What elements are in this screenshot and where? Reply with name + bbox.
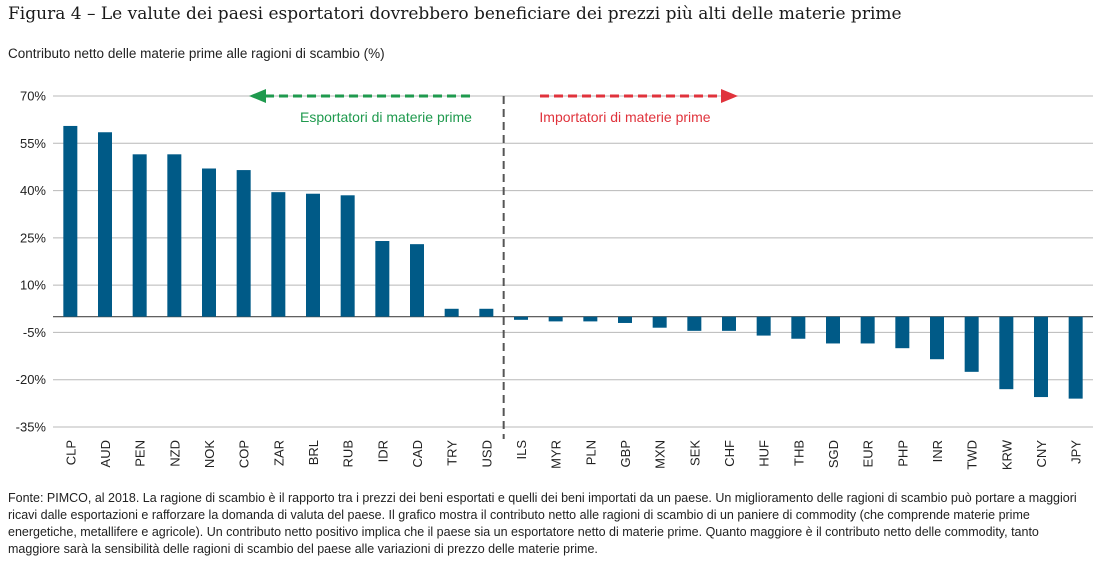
bar-ils [514, 316, 528, 320]
bar-try [444, 308, 459, 317]
x-tick-label: IDR [375, 440, 390, 462]
bar-inr [930, 316, 944, 360]
bar-eur [860, 316, 875, 344]
x-tick-label: NOK [202, 440, 217, 469]
x-tick-label: PLN [583, 440, 598, 465]
y-tick-label: 25% [20, 230, 46, 245]
y-tick-label: -5% [23, 325, 47, 340]
x-tick-label: INR [930, 440, 945, 462]
bar-cop [236, 170, 251, 317]
category-labels: CLP AUD PEN NZD NOK COP ZAR BRL RUB IDR CAD TRY USD I… [63, 439, 1083, 470]
footnote: Fonte: PIMCO, al 2018. La ragione di sca… [8, 491, 1077, 556]
x-tick-label: CLP [63, 440, 78, 465]
x-tick-label: TRY [445, 440, 460, 466]
annotations: Esportatori di materie prime Importatori … [249, 89, 738, 439]
x-tick-label: PEN [133, 440, 148, 467]
bar-twd [964, 316, 979, 372]
bar-gbp [618, 316, 632, 323]
bar-idr [375, 241, 390, 317]
bar-chart: 70% 55% 40% 25% 10% -5% -20% -35% CLP AUD PEN NZD N… [16, 89, 1093, 470]
bars [63, 125, 1083, 399]
bar-sek [687, 316, 702, 331]
bar-cad [410, 244, 424, 317]
x-tick-label: BRL [306, 440, 321, 465]
bar-sgd [826, 316, 840, 344]
bar-mxn [652, 316, 667, 328]
y-axis-title: Contributo netto delle materie prime all… [8, 46, 385, 61]
bar-thb [791, 316, 806, 339]
x-tick-label: GBP [618, 440, 633, 467]
x-tick-label: THB [791, 440, 806, 466]
importer-arrow-head [721, 89, 738, 103]
x-tick-label: RUB [341, 440, 356, 467]
chart-title: Figura 4 – Le valute dei paesi esportato… [8, 4, 902, 24]
x-tick-label: EUR [861, 440, 876, 467]
x-tick-label: SGD [826, 440, 841, 468]
bar-aud [98, 132, 112, 317]
y-tick-label: 10% [20, 278, 46, 293]
bar-rub [340, 195, 355, 317]
x-tick-label: ZAR [271, 440, 286, 466]
x-tick-label: KRW [999, 439, 1014, 470]
bar-cny [1034, 316, 1048, 398]
x-tick-label: ILS [514, 440, 529, 460]
bar-php [895, 316, 910, 349]
bar-chf [722, 316, 736, 331]
x-tick-label: JPY [1069, 440, 1084, 464]
x-tick-label: MXN [653, 440, 668, 469]
bar-myr [548, 316, 563, 322]
x-tick-label: TWD [965, 440, 980, 470]
exporter-label: Esportatori di materie prime [300, 109, 472, 125]
x-tick-label: NZD [167, 440, 182, 467]
y-tick-label: -20% [16, 372, 47, 387]
x-tick-label: CHF [722, 440, 737, 467]
x-tick-label: USD [479, 440, 494, 467]
bar-brl [306, 193, 320, 317]
x-tick-label: SEK [687, 440, 702, 466]
y-tick-label: 70% [20, 89, 46, 104]
x-tick-label: PHP [895, 440, 910, 467]
bar-nzd [167, 154, 182, 317]
bar-zar [271, 192, 286, 317]
y-tick-label: 55% [20, 136, 46, 151]
bar-pln [583, 316, 598, 322]
bar-nok [202, 168, 216, 317]
bar-huf [756, 316, 771, 336]
bar-pen [132, 154, 147, 317]
x-tick-label: MYR [549, 440, 564, 469]
bar-usd [479, 308, 494, 317]
bar-jpy [1068, 316, 1083, 399]
y-axis-ticks: 70% 55% 40% 25% 10% -5% -20% -35% [16, 89, 47, 435]
y-tick-label: 40% [20, 183, 46, 198]
x-tick-label: HUF [757, 440, 772, 467]
x-tick-label: AUD [98, 440, 113, 467]
bar-krw [999, 316, 1014, 390]
gridlines [53, 95, 1093, 428]
x-tick-label: CAD [410, 440, 425, 467]
x-tick-label: CNY [1034, 440, 1049, 468]
x-tick-label: COP [237, 440, 252, 468]
y-tick-label: -35% [16, 420, 47, 435]
importer-label: Importatori di materie prime [539, 109, 710, 125]
bar-clp [63, 125, 78, 317]
exporter-arrow-head [249, 89, 266, 103]
